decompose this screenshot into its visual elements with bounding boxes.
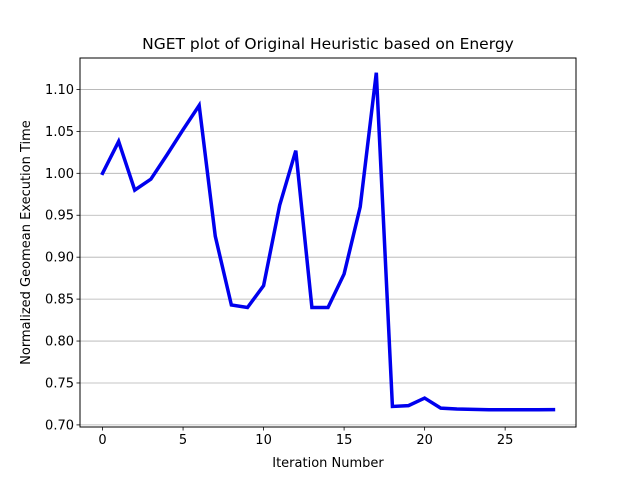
- x-tick-label: 10: [255, 433, 272, 448]
- x-tick-label: 5: [179, 433, 187, 448]
- y-tick-label: 0.90: [45, 251, 74, 266]
- x-tick-label: 25: [497, 433, 514, 448]
- y-tick-label: 0.95: [45, 209, 74, 224]
- plot-frame: [79, 57, 577, 428]
- x-tick-label: 20: [416, 433, 433, 448]
- x-axis-label: Iteration Number: [272, 456, 384, 471]
- y-axis: 0.70 0.75 0.80 0.85 0.90 0.95 1.00 1.05 1.10: [45, 83, 80, 433]
- x-axis: 0 5 10 15 20 25: [98, 427, 513, 448]
- y-tick-label: 1.05: [45, 125, 74, 140]
- x-tick-label: 0: [98, 433, 106, 448]
- series-line: [100, 72, 556, 412]
- y-tick-label: 1.00: [45, 167, 74, 182]
- y-tick-label: 1.10: [45, 83, 74, 98]
- series-layer: [100, 72, 556, 412]
- y-tick-label: 0.75: [45, 376, 74, 391]
- y-axis-label: Normalized Geomean Execution Time: [19, 120, 34, 365]
- y-tick-label: 0.80: [45, 335, 74, 350]
- grid-lines: [80, 89, 576, 426]
- chart-title: NGET plot of Original Heuristic based on…: [142, 35, 514, 53]
- y-tick-label: 0.70: [45, 418, 74, 433]
- x-tick-label: 15: [336, 433, 353, 448]
- y-tick-label: 0.85: [45, 293, 74, 308]
